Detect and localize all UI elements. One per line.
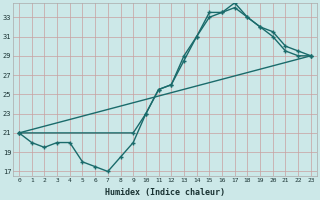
X-axis label: Humidex (Indice chaleur): Humidex (Indice chaleur)	[105, 188, 225, 197]
